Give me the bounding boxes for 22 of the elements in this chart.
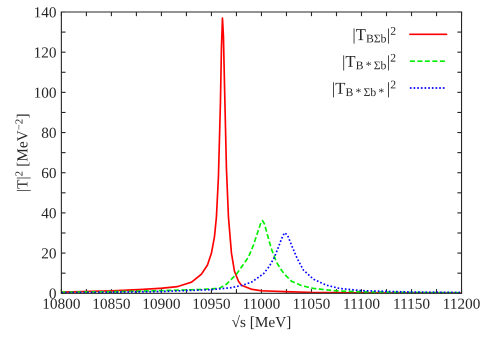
x-tick-label: 10950 [194,298,230,309]
x-axis-title: √s [MeV] [232,314,290,330]
x-tick-label: 10900 [144,298,180,309]
x-tick-label: 11200 [444,298,480,309]
legend-label: |T$_{B*Σb}$|$^{2}$ [343,54,396,71]
y-axis-title: |T|$^{2}$ [MeV$^{−2}$] [15,114,31,191]
y-tick-label: 80 [42,128,56,138]
x-tick-label: 10850 [94,298,130,309]
x-tick-label: 11000 [244,298,280,309]
x-tick-label: 11100 [344,298,380,309]
x-tick-label: 10800 [44,298,80,309]
legend-label: |T$_{BΣb}$|$^{2}$ [354,27,396,44]
x-tick-label: 11050 [294,298,330,309]
y-tick-label: 140 [34,7,56,18]
y-tick-label: 100 [34,88,56,98]
legend-label: |T$_{B*Σb*}$|$^{2}$ [333,80,396,98]
y-tick-label: 60 [42,168,56,178]
y-tick-label: 20 [42,248,56,259]
y-tick-label: 40 [42,208,56,218]
x-tick-label: 11150 [394,298,430,309]
y-tick-label: 120 [34,47,56,58]
y-tick-label: 0 [49,288,56,299]
